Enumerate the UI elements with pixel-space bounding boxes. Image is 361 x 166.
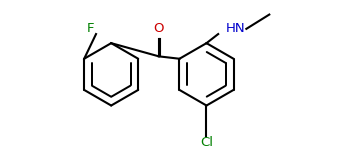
Text: HN: HN: [226, 22, 245, 35]
Text: O: O: [153, 22, 164, 35]
Text: Cl: Cl: [200, 136, 213, 149]
Text: F: F: [87, 22, 95, 35]
